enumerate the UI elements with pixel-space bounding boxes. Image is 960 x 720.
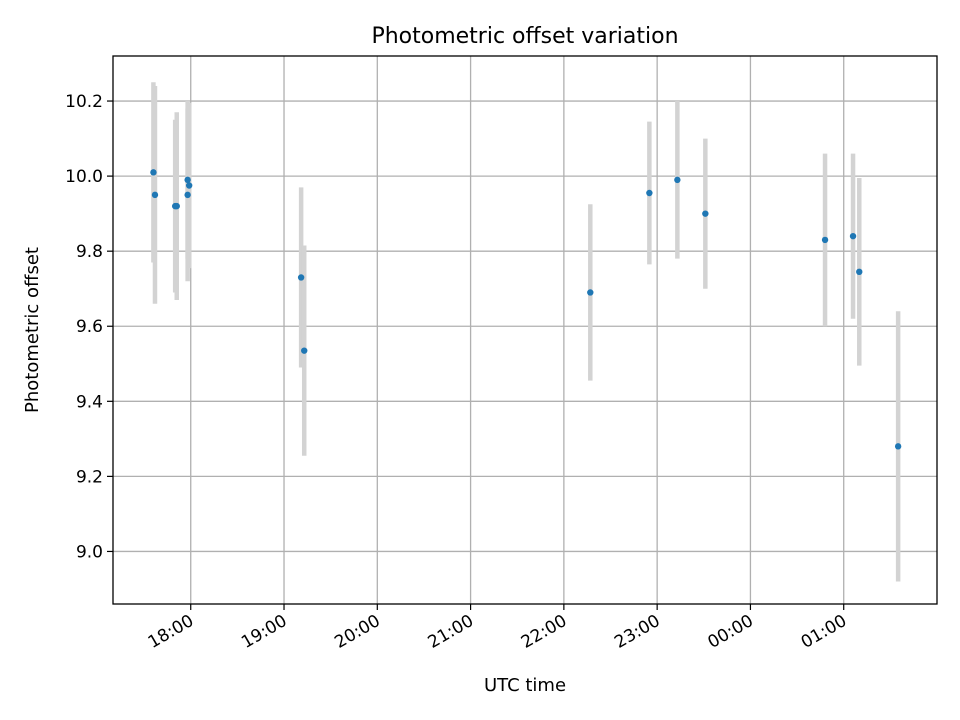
plot-frame [112,55,938,605]
y-tick-label: 10.0 [65,167,103,187]
x-tick-label: 01:00 [798,611,850,653]
x-tick-label: 20:00 [331,611,383,653]
grid [113,56,937,604]
y-axis-ticks: 9.0 9.2 9.4 9.6 9.8 10.0 10.2 [65,92,113,562]
data-point [184,191,191,199]
x-tick-label: 00:00 [704,611,756,653]
y-tick-label: 10.2 [65,92,103,112]
data-point [821,236,829,244]
error-bars [151,82,901,582]
data-point [151,191,159,199]
data-point [173,202,180,210]
y-tick-label: 9.6 [76,317,103,337]
y-tick-label: 9.4 [76,392,103,412]
data-point [849,232,857,240]
x-tick-label: 19:00 [238,611,290,653]
data-points [150,169,902,450]
y-axis-label: Photometric offset [22,247,43,413]
x-tick-label: 21:00 [425,611,477,653]
y-tick-label: 9.8 [76,242,103,262]
data-point [150,169,157,176]
data-point [301,347,308,354]
x-tick-label: 23:00 [611,611,663,653]
data-point [894,443,902,450]
y-tick-label: 9.2 [76,467,103,487]
data-point [856,268,863,276]
chart-title: Photometric offset variation [371,24,678,49]
data-point [587,289,594,296]
x-tick-label: 22:00 [518,611,570,653]
data-point [702,210,709,217]
data-point [297,274,305,281]
data-point [185,182,193,189]
x-axis-label: UTC time [484,675,566,696]
x-axis-ticks: 18:00 19:00 20:00 21:00 22:00 23:00 00:00 01:00 [145,604,850,653]
data-point [674,176,681,184]
x-tick-label: 18:00 [145,611,197,653]
y-tick-label: 9.0 [76,542,103,562]
data-point [646,189,653,197]
data-point [184,176,191,184]
